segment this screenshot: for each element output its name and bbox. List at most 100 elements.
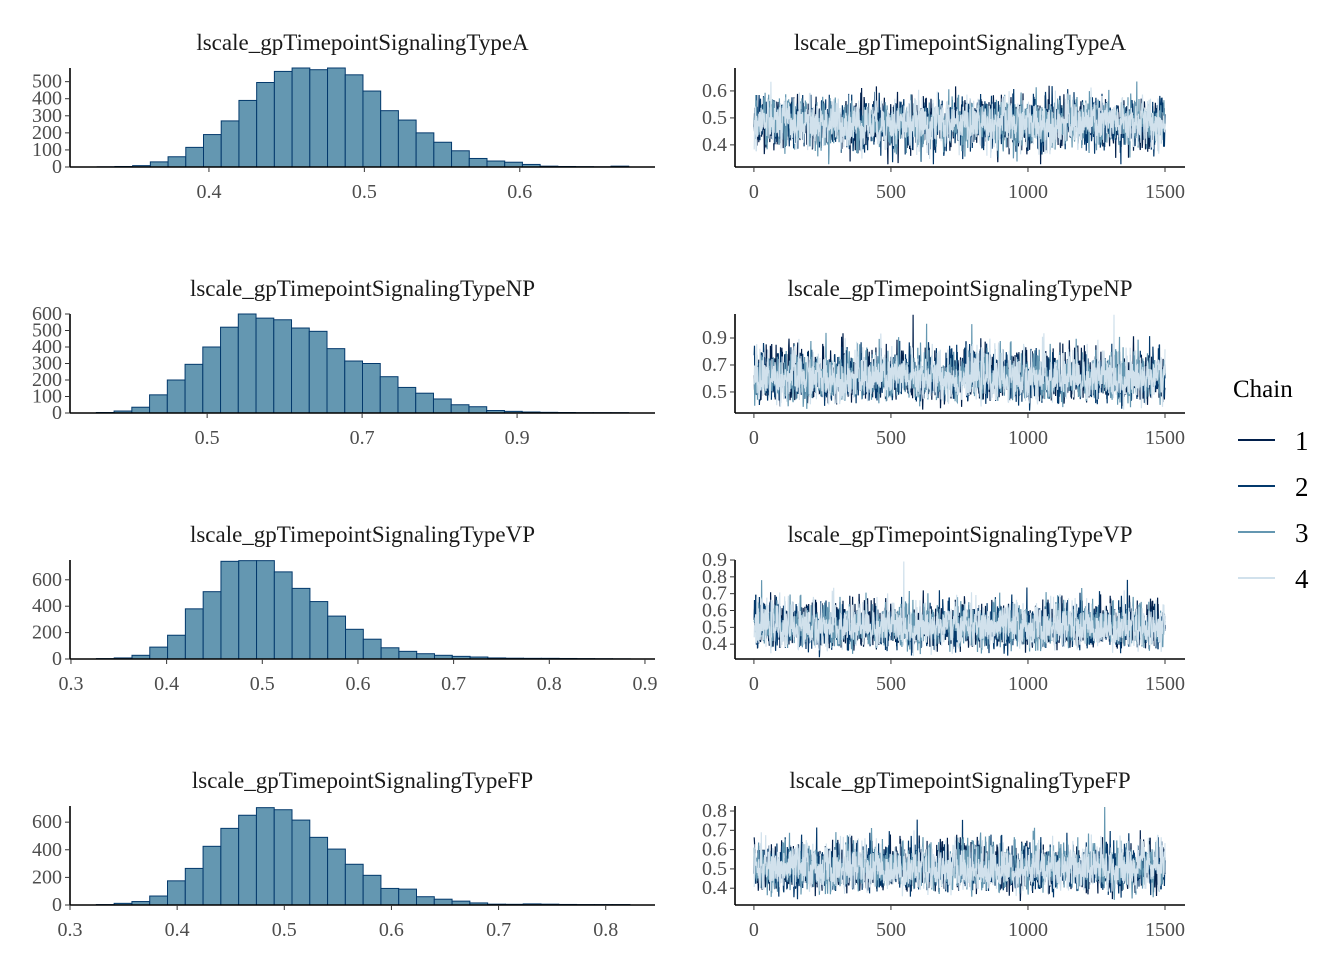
y-tick-label: 200	[32, 866, 62, 888]
x-tick-label: 1000	[1008, 919, 1048, 941]
histogram-bar	[309, 69, 329, 168]
panel-title: lscale_gpTimepointSignalingTypeFP	[789, 768, 1130, 793]
y-tick-label: 0	[52, 648, 62, 670]
histogram-bar	[415, 132, 435, 168]
y-tick-label: 0	[52, 894, 62, 916]
y-tick-label: 600	[32, 811, 62, 833]
histogram-bar	[185, 146, 205, 168]
y-tick-label: 0.4	[702, 134, 727, 156]
x-tick-label: 0	[749, 181, 759, 203]
y-tick-label: 0.5	[702, 858, 727, 880]
y-tick-label: 500	[32, 71, 62, 93]
x-tick-label: 0.6	[345, 673, 370, 695]
x-tick-label: 0.9	[505, 427, 530, 449]
trace-line-chain-4	[753, 561, 1166, 657]
legend-label-4: 4	[1295, 564, 1309, 594]
x-tick-label: 0.8	[537, 673, 562, 695]
y-tick-label: 100	[32, 386, 62, 408]
histogram-bar	[203, 134, 222, 168]
panel-trace-3: lscale_gpTimepointSignalingTypeVP 0 500 100…	[702, 522, 1185, 695]
y-tick-label: 500	[32, 320, 62, 342]
legend-label-1: 1	[1295, 426, 1309, 456]
panel-histogram-4: lscale_gpTimepointSignalingTypeFP 0.3 0.4 0…	[32, 768, 655, 941]
y-tick-label: 600	[32, 569, 62, 591]
histogram-bar	[238, 560, 258, 660]
y-tick-label: 0	[52, 402, 62, 424]
histogram-bar	[327, 67, 346, 168]
y-tick-label: 400	[32, 88, 62, 110]
legend: Chain 1 2 3 4	[1233, 376, 1309, 594]
panel-title: lscale_gpTimepointSignalingTypeNP	[787, 276, 1132, 301]
histogram-bar	[220, 120, 240, 168]
y-tick-label: 0.4	[702, 877, 727, 899]
histogram-bar	[149, 394, 168, 414]
histogram-bar	[184, 608, 204, 660]
histogram-bar	[167, 156, 187, 168]
panel-histogram-3: lscale_gpTimepointSignalingTypeVP 0.3 0.4 0…	[32, 522, 657, 695]
x-tick-label: 500	[876, 427, 906, 449]
x-tick-label: 0.3	[58, 919, 83, 941]
x-tick-label: 1000	[1008, 673, 1048, 695]
histogram-bar	[220, 326, 239, 414]
histogram-bar	[256, 560, 275, 660]
y-tick-label: 400	[32, 595, 62, 617]
x-tick-label: 0.5	[250, 673, 275, 695]
histogram-bar	[362, 874, 382, 906]
y-tick-label: 0.5	[702, 381, 727, 403]
histogram-bar	[149, 646, 169, 660]
y-tick-label: 0	[52, 156, 62, 178]
y-tick-label: 0.6	[702, 839, 727, 861]
y-tick-label: 400	[32, 839, 62, 861]
histogram-bar	[433, 898, 453, 906]
x-tick-label: 500	[876, 673, 906, 695]
histogram-bar	[167, 880, 186, 906]
panel-trace-2: lscale_gpTimepointSignalingTypeNP 0 500 100…	[702, 276, 1185, 449]
trace-line-chain-4	[753, 81, 1166, 160]
legend-title: Chain	[1233, 376, 1293, 403]
histogram-bar	[397, 386, 417, 414]
histogram-bar	[432, 398, 452, 414]
x-tick-label: 0	[749, 673, 759, 695]
histogram-bar	[362, 363, 381, 414]
x-tick-label: 0.5	[352, 181, 377, 203]
y-tick-label: 300	[32, 353, 62, 375]
panel-title: lscale_gpTimepointSignalingTypeFP	[192, 768, 533, 793]
y-tick-label: 0.5	[702, 616, 727, 638]
histogram-bar	[451, 150, 470, 168]
histogram-bar	[380, 647, 400, 660]
histogram-bar	[291, 587, 311, 660]
y-tick-label: 100	[32, 139, 62, 161]
x-tick-label: 0.8	[593, 919, 618, 941]
histogram-bar	[468, 157, 488, 168]
x-tick-label: 1000	[1008, 427, 1048, 449]
x-tick-label: 1500	[1145, 919, 1185, 941]
x-tick-label: 0	[749, 919, 759, 941]
histogram-bar	[256, 82, 275, 168]
panel-title: lscale_gpTimepointSignalingTypeA	[794, 30, 1127, 55]
y-tick-label: 0.9	[702, 327, 727, 349]
x-tick-label: 0.7	[441, 673, 466, 695]
legend-entry-1: 1	[1238, 426, 1309, 456]
histogram-bar	[202, 845, 222, 906]
legend-entry-4: 4	[1238, 564, 1309, 594]
legend-entry-3: 3	[1238, 518, 1309, 548]
histogram-bar	[291, 819, 311, 906]
legend-entry-2: 2	[1238, 472, 1309, 502]
y-tick-label: 0.8	[702, 566, 727, 588]
histogram-bar	[149, 895, 168, 906]
y-tick-label: 200	[32, 369, 62, 391]
histogram-bar	[362, 638, 382, 660]
histogram-bar	[468, 406, 488, 414]
y-tick-label: 0.4	[702, 633, 727, 655]
x-tick-label: 1000	[1008, 181, 1048, 203]
x-tick-label: 0.3	[58, 673, 83, 695]
histogram-bar	[344, 863, 364, 906]
histogram-bar	[220, 560, 240, 660]
x-tick-label: 500	[876, 919, 906, 941]
y-tick-label: 300	[32, 105, 62, 127]
histogram-bar	[309, 601, 329, 660]
y-tick-label: 0.9	[702, 549, 727, 571]
legend-label-2: 2	[1295, 472, 1309, 502]
histogram-bar	[255, 807, 275, 906]
panel-trace-1: lscale_gpTimepointSignalingTypeA 0 500 1000…	[702, 30, 1185, 203]
